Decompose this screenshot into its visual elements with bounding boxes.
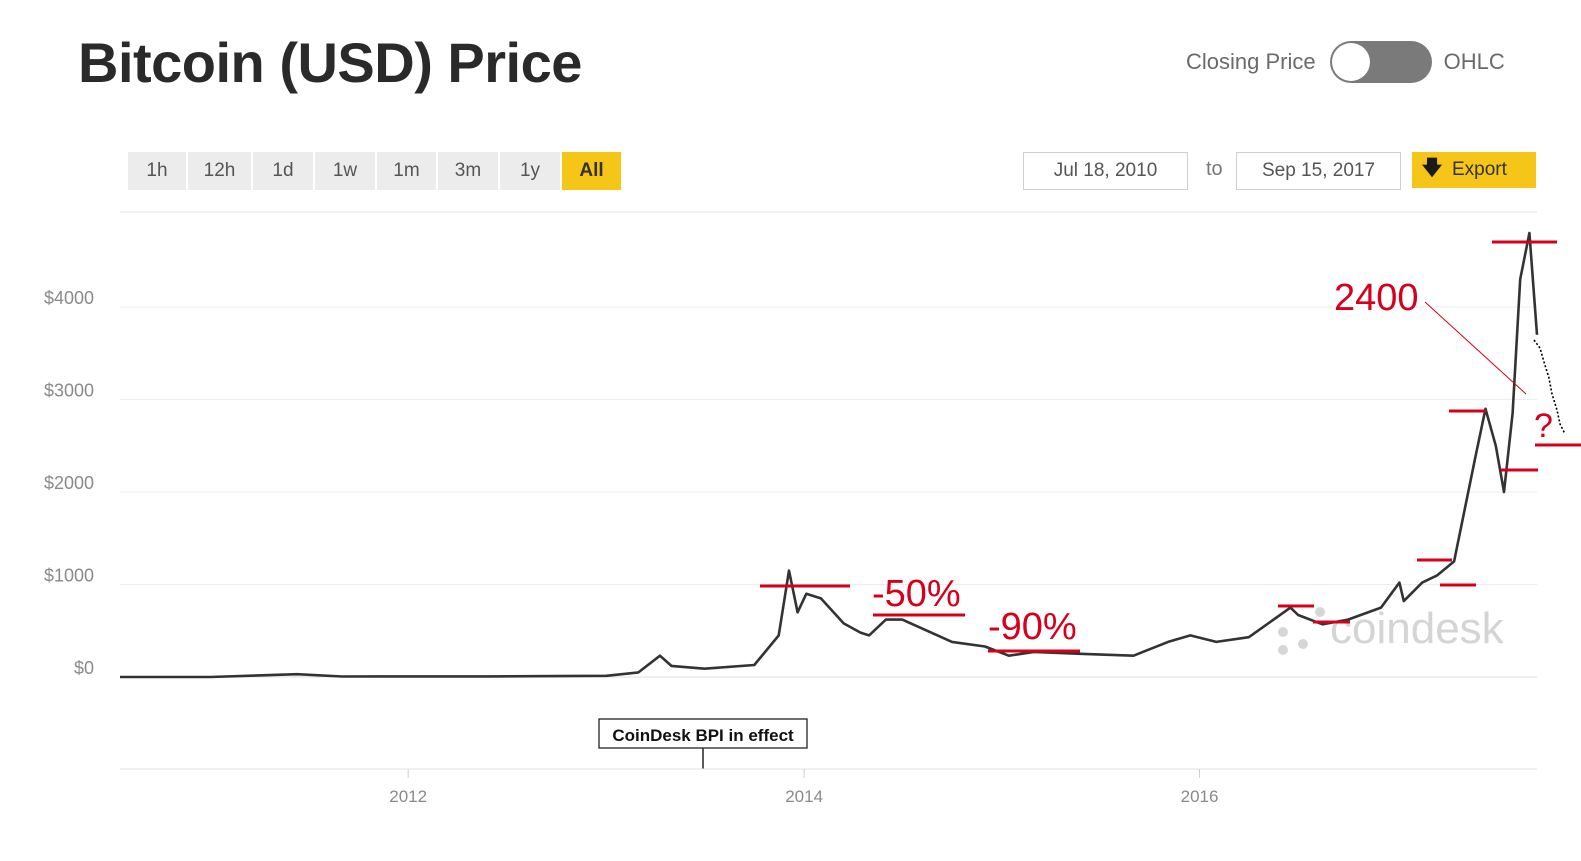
watermark-text: coindesk bbox=[1330, 604, 1505, 653]
x-axis-ticks: 2012 2014 2016 bbox=[389, 769, 1218, 806]
x-tick-label: 2014 bbox=[785, 787, 823, 806]
y-tick-label: $2000 bbox=[44, 473, 94, 493]
range-button-all[interactable]: All bbox=[562, 152, 621, 190]
page-title: Bitcoin (USD) Price bbox=[78, 31, 582, 94]
annotation-2400: 2400 bbox=[1334, 277, 1419, 319]
coindesk-watermark: coindesk bbox=[1278, 604, 1505, 655]
annotation-question-mark: ? bbox=[1534, 407, 1553, 445]
end-date-input[interactable]: Sep 15, 2017 bbox=[1236, 152, 1401, 190]
range-button-1w[interactable]: 1w bbox=[315, 152, 375, 190]
watermark-dot-icon bbox=[1278, 645, 1288, 655]
range-button-1y[interactable]: 1y bbox=[500, 152, 560, 190]
watermark-dot-icon bbox=[1298, 639, 1308, 649]
watermark-dot-icon bbox=[1315, 607, 1325, 617]
annotation-minus-90: -90% bbox=[988, 606, 1077, 648]
export-button[interactable]: 🡇 Export bbox=[1412, 152, 1536, 188]
y-tick-label: $0 bbox=[74, 658, 94, 678]
range-button-1d[interactable]: 1d bbox=[253, 152, 313, 190]
date-range-to-label: to bbox=[1206, 158, 1223, 180]
x-tick-label: 2012 bbox=[389, 787, 427, 806]
y-axis-tick-labels: $0 $1000 $2000 $3000 $4000 bbox=[44, 288, 94, 678]
price-mode-toggle[interactable] bbox=[1329, 41, 1432, 83]
y-tick-label: $1000 bbox=[44, 566, 94, 586]
price-series-line bbox=[120, 231, 1539, 679]
event-callout-label: CoinDesk BPI in effect bbox=[612, 726, 794, 745]
y-tick-label: $3000 bbox=[44, 381, 94, 401]
time-range-buttons: 1h 12h 1d 1w 1m 3m 1y All bbox=[128, 152, 623, 190]
export-label: Export bbox=[1452, 159, 1507, 180]
x-tick-label: 2016 bbox=[1181, 787, 1219, 806]
range-button-1m[interactable]: 1m bbox=[377, 152, 436, 190]
projection-dotted-line bbox=[1533, 339, 1566, 435]
range-button-3m[interactable]: 3m bbox=[438, 152, 498, 190]
closing-price-label: Closing Price bbox=[1186, 49, 1316, 74]
start-date-input[interactable]: Jul 18, 2010 bbox=[1023, 152, 1188, 190]
ohlc-label: OHLC bbox=[1443, 49, 1505, 74]
toggle-knob[interactable] bbox=[1331, 43, 1370, 81]
range-button-12h[interactable]: 12h bbox=[188, 152, 251, 190]
event-callout: CoinDesk BPI in effect bbox=[598, 718, 808, 769]
y-tick-label: $4000 bbox=[44, 288, 94, 308]
annotation-minus-50: -50% bbox=[872, 573, 961, 615]
watermark-dot-icon bbox=[1278, 627, 1288, 637]
annotation-marks: -50% -90% 2400 ? bbox=[760, 240, 1581, 653]
event-callout-box bbox=[598, 718, 808, 749]
range-button-1h[interactable]: 1h bbox=[128, 152, 186, 190]
price-mode-toggle-group: Closing Price OHLC bbox=[1186, 40, 1505, 84]
annotation-leader-line bbox=[1424, 301, 1527, 395]
download-arrow-icon: 🡇 bbox=[1421, 157, 1443, 179]
